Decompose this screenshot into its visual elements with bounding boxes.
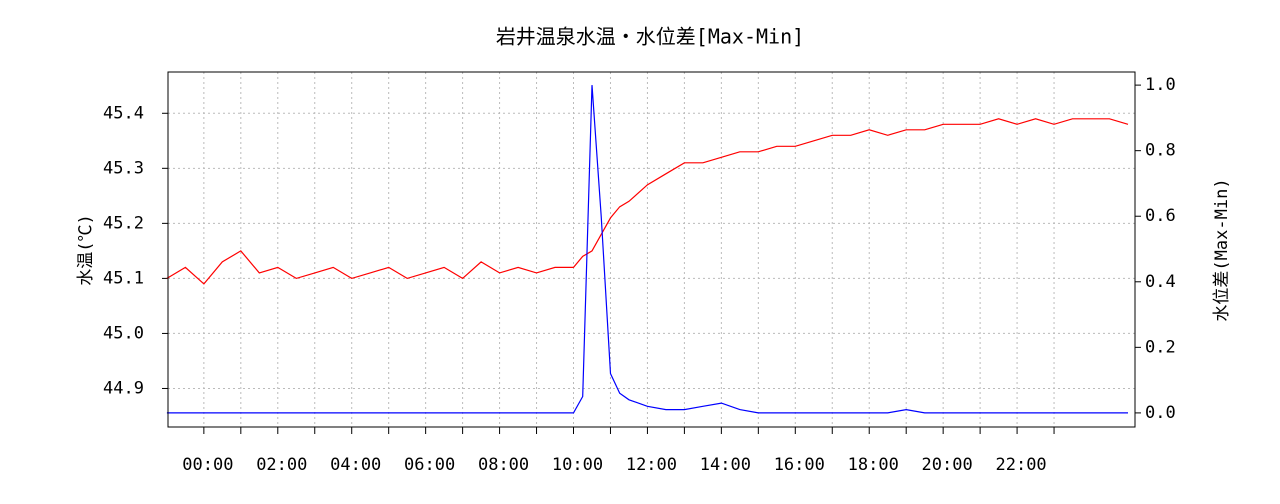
y-tick-label: 45.0 [103, 323, 144, 343]
x-tick-label: 12:00 [626, 455, 677, 475]
chart-title: 岩井温泉水温・水位差[Max-Min] [496, 25, 804, 49]
x-tick-label: 00:00 [182, 455, 233, 475]
series-line [166, 85, 1128, 414]
x-tick-label: 14:00 [700, 455, 751, 475]
x-tick-label: 08:00 [478, 455, 529, 475]
y-tick-label: 45.2 [103, 213, 144, 233]
x-tick-label: 22:00 [995, 455, 1046, 475]
x-tick-label: 06:00 [404, 455, 455, 475]
x-tick-label: 20:00 [922, 455, 973, 475]
y-tick-label: 45.1 [103, 268, 144, 288]
y2-tick-label: 0.8 [1145, 141, 1176, 161]
x-tick-label: 18:00 [848, 455, 899, 475]
plot-frame [167, 71, 1136, 428]
series-line [166, 118, 1129, 285]
x-tick-label: 02:00 [256, 455, 307, 475]
y-tick-label: 45.3 [103, 158, 144, 178]
y2-tick-label: 0.6 [1145, 206, 1176, 226]
y2-tick-label: 1.0 [1145, 75, 1176, 95]
y2-axis-label: 水位差(Max-Min) [1212, 178, 1232, 321]
y-axis-label: 水温(℃) [76, 214, 96, 285]
y2-tick-label: 0.2 [1145, 337, 1176, 357]
y-tick-label: 44.9 [103, 378, 144, 398]
x-tick-label: 10:00 [552, 455, 603, 475]
x-tick-label: 04:00 [330, 455, 381, 475]
x-tick-label: 16:00 [774, 455, 825, 475]
y-tick-label: 45.4 [103, 103, 144, 123]
y2-tick-label: 0.4 [1145, 272, 1176, 292]
y2-tick-label: 0.0 [1145, 403, 1176, 423]
